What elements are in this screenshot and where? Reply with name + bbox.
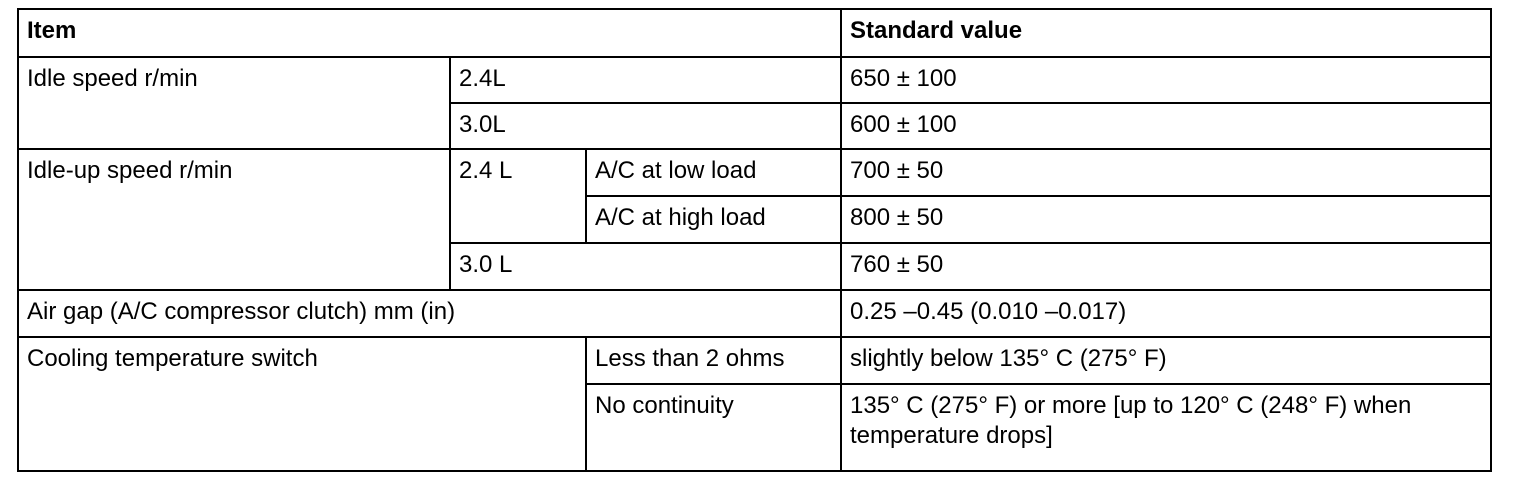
row: Idle-up speed r/min 2.4 L A/C at low loa… (17, 148, 1492, 291)
row: 3.0L 600 ± 100 (18, 102, 1492, 150)
row: Idle speed r/min 2.4L 650 ± 100 (17, 56, 1492, 150)
header-cell: Item (17, 8, 842, 58)
row: Air gap (A/C compressor clutch) mm (in) … (17, 289, 1492, 338)
cell: 650 ± 100 (840, 56, 1492, 104)
cell: A/C at high load (585, 195, 842, 244)
cell: No continuity (585, 383, 842, 472)
row: Cooling temperature switch Less than 2 o… (17, 336, 1492, 472)
cell: Idle speed r/min (17, 56, 451, 150)
cell: Idle-up speed r/min (17, 148, 451, 291)
header-cell: Standard value (840, 8, 1492, 58)
cell: A/C at low load (585, 148, 842, 197)
cell: 135° C (275° F) or more [up to 120° C (2… (840, 383, 1492, 472)
cell: 700 ± 50 (840, 148, 1492, 197)
spec-table: Item Standard value Idle speed r/min 2.4… (17, 8, 1492, 472)
cell: Air gap (A/C compressor clutch) mm (in) (17, 289, 842, 338)
row: A/C at high load 800 ± 50 (18, 195, 1492, 244)
cell: 760 ± 50 (840, 242, 1492, 291)
cell: Cooling temperature switch (17, 336, 587, 472)
cell: 2.4L (449, 56, 842, 104)
cell: 3.0 L (449, 242, 842, 291)
cell: 3.0L (449, 102, 842, 150)
cell: 600 ± 100 (840, 102, 1492, 150)
cell: Less than 2 ohms (585, 336, 842, 385)
header-row: Item Standard value (17, 8, 1492, 58)
row: No continuity 135° C (275° F) or more [u… (18, 383, 1492, 472)
row: 3.0 L 760 ± 50 (18, 242, 1492, 291)
cell: 800 ± 50 (840, 195, 1492, 244)
cell: 0.25 –0.45 (0.010 –0.017) (840, 289, 1492, 338)
cell: 2.4 L (449, 148, 587, 244)
cell: slightly below 135° C (275° F) (840, 336, 1492, 385)
